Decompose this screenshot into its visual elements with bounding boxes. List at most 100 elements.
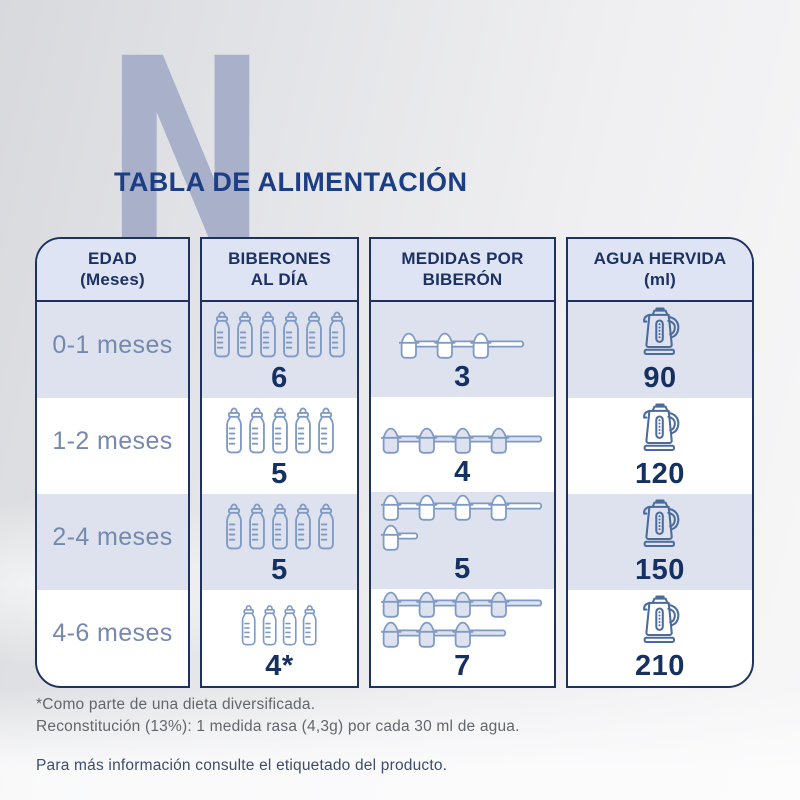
bottle-icon — [306, 311, 322, 358]
age-cell: 2-4 meses — [37, 493, 188, 590]
header-line: AL DÍA — [250, 270, 309, 290]
scoop-line — [397, 330, 527, 361]
bottle-icon — [329, 311, 345, 358]
column-boiled-water: AGUA HERVIDA (ml) 90 — [566, 237, 754, 688]
header-line: BIBERONES — [228, 249, 331, 269]
scoop-icons — [379, 425, 545, 456]
water-cell: 90 — [568, 301, 752, 398]
scoop-line — [379, 522, 421, 553]
feeding-table: EDAD (Meses) 0-1 meses 1-2 meses 2-4 mes… — [35, 237, 754, 688]
column-age: EDAD (Meses) 0-1 meses 1-2 meses 2-4 mes… — [35, 237, 190, 688]
bottle-icons — [211, 308, 348, 362]
scoops-cell: 5 — [371, 492, 554, 589]
scoops-count: 5 — [454, 553, 471, 585]
water-cell: 120 — [568, 398, 752, 494]
kettle-icon-glyph — [643, 307, 680, 355]
kettle-icon-glyph — [643, 595, 680, 643]
scoop-icons — [397, 330, 527, 361]
age-cell: 4-6 meses — [52, 619, 173, 648]
column-scoops-header: MEDIDAS POR BIBERÓN — [371, 239, 554, 302]
footnote-line: *Como parte de una dieta diversificada. — [36, 696, 316, 713]
bottle-icon — [225, 407, 242, 454]
water-amount: 210 — [635, 650, 685, 682]
bottle-icon — [242, 605, 256, 646]
footnotes: *Como parte de una dieta diversificada. … — [36, 694, 520, 738]
age-cell: 1-2 meses — [52, 427, 173, 456]
scoop-icon-row — [397, 332, 524, 359]
scoop-icon-row — [379, 591, 542, 618]
kettle-icon — [634, 498, 686, 554]
scoop-line — [379, 425, 545, 456]
footnote-line: Reconstitución (13%): 1 medida rasa (4,3… — [36, 718, 520, 735]
header-line: (Meses) — [80, 270, 145, 290]
kettle-icon — [634, 402, 686, 458]
column-water-header: AGUA HERVIDA (ml) — [568, 239, 752, 302]
column-bottles-per-day: BIBERONES AL DÍA — [200, 237, 359, 688]
bottle-icon — [282, 605, 297, 646]
scoop-line — [379, 492, 545, 523]
footer-note: Para más información consulte el etiquet… — [36, 757, 448, 774]
scoops-count: 7 — [454, 650, 471, 682]
bottle-icon — [262, 605, 277, 646]
scoop-icon-row — [379, 494, 542, 521]
water-amount: 120 — [635, 457, 685, 490]
bottle-icon — [317, 503, 334, 550]
water-amount: 150 — [635, 553, 685, 586]
scoop-icon-row — [379, 427, 542, 454]
bottle-icon — [271, 407, 288, 454]
bottle-icons — [223, 500, 337, 554]
scoop-line — [379, 619, 509, 650]
header-line: MEDIDAS POR — [401, 249, 524, 269]
bottles-count: 5 — [271, 553, 288, 586]
bottles-cell: 5 — [202, 398, 357, 494]
kettle-icon-glyph — [643, 403, 680, 451]
age-cell: 0-1 meses — [37, 301, 188, 398]
bottle-icon — [214, 311, 230, 358]
scoop-icon-row — [379, 524, 418, 551]
bottle-icon — [248, 503, 265, 550]
bottle-icon — [303, 605, 317, 646]
column-scoops-per-bottle: MEDIDAS POR BIBERÓN 3 4 5 7 — [369, 237, 556, 688]
header-line: (ml) — [644, 270, 676, 290]
scoops-cell: 4 — [371, 397, 554, 492]
scoop-icons — [379, 589, 545, 650]
column-age-header: EDAD (Meses) — [37, 239, 188, 302]
brand-watermark-letter: N — [104, 5, 268, 296]
scoops-count: 4 — [454, 456, 471, 488]
bottles-count: 5 — [271, 457, 288, 490]
bottle-icon — [260, 311, 276, 358]
header-line: AGUA HERVIDA — [593, 249, 727, 269]
kettle-icon — [634, 594, 686, 650]
kettle-icon-glyph — [643, 499, 680, 547]
scoops-cell: 7 — [371, 589, 554, 686]
bottle-icon — [294, 503, 311, 550]
bottle-icon — [317, 407, 334, 454]
bottle-icon — [294, 407, 311, 454]
scoop-icons — [379, 492, 545, 553]
bottle-icon — [248, 407, 265, 454]
water-cell: 210 — [568, 590, 752, 686]
column-bottles-header: BIBERONES AL DÍA — [202, 239, 357, 302]
page-title: TABLA DE ALIMENTACIÓN — [114, 167, 468, 197]
bottle-icon — [271, 503, 288, 550]
scoops-count: 3 — [454, 360, 471, 393]
bottle-icons — [239, 602, 319, 650]
bottle-icon — [237, 311, 253, 358]
bottles-count: 4* — [265, 650, 294, 682]
scoops-cell: 3 — [371, 301, 554, 397]
kettle-icon — [634, 306, 686, 362]
scoop-icon-row — [379, 621, 506, 648]
bottle-icon — [283, 311, 299, 358]
bottle-icon — [225, 503, 242, 550]
water-amount: 90 — [643, 361, 677, 394]
bottles-cell: 5 — [202, 493, 357, 590]
scoop-line — [379, 589, 545, 620]
bottles-count: 6 — [271, 361, 288, 394]
water-cell: 150 — [568, 493, 752, 590]
header-line: BIBERÓN — [422, 270, 503, 290]
bottle-icons — [223, 404, 337, 458]
header-line: EDAD — [88, 249, 137, 269]
bottles-cell: 4* — [202, 590, 357, 686]
bottles-cell: 6 — [202, 301, 357, 398]
